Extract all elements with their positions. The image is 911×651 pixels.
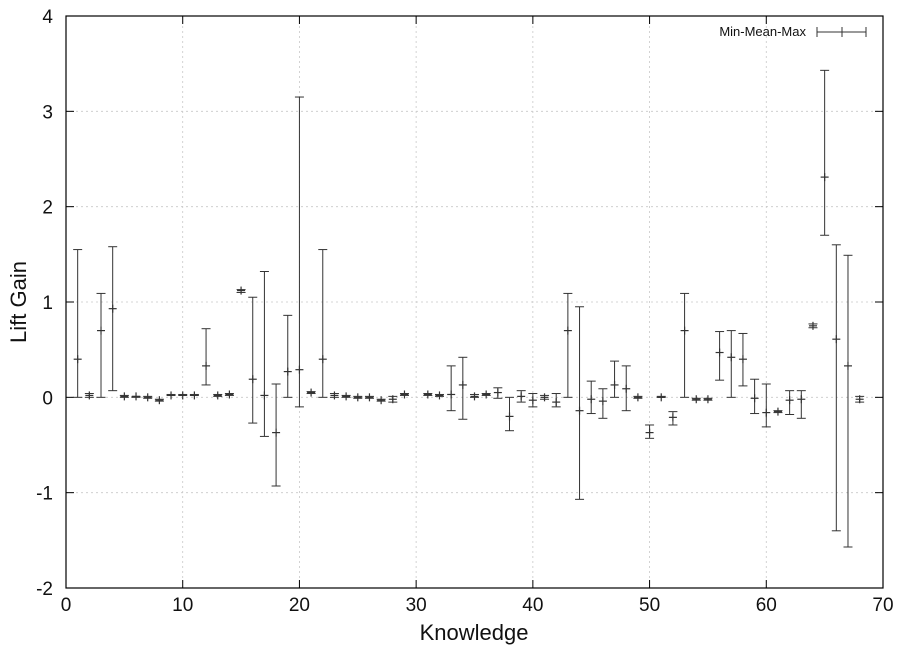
errorbar-point (166, 391, 176, 400)
errorbar-point (738, 332, 748, 387)
errorbar-point (201, 328, 211, 386)
errorbar-point (715, 331, 725, 381)
errorbar-point (610, 360, 620, 398)
errorbar-point (318, 249, 328, 398)
x-tick-label: 30 (406, 595, 427, 616)
grid-lines (66, 16, 883, 588)
errorbar-point (540, 393, 550, 402)
data-marks (73, 69, 865, 548)
errorbar-point (271, 383, 281, 487)
errorbar-point (563, 292, 573, 398)
x-tick-label: 70 (872, 595, 893, 616)
errorbar-point (283, 314, 293, 398)
errorbar-point (668, 411, 678, 426)
errorbar-point (108, 246, 118, 392)
y-tick-label: 0 (42, 388, 53, 409)
x-tick-label: 0 (61, 595, 72, 616)
errorbar-point (329, 391, 339, 400)
errorbar-point (73, 249, 83, 398)
errorbar-point (458, 356, 468, 420)
errorbar-point (376, 396, 386, 405)
errorbar-point (481, 390, 491, 399)
y-tick-label: 2 (42, 198, 53, 219)
errorbar-point (598, 388, 608, 419)
errorbar-point (143, 393, 153, 402)
legend-errorbar-sample (816, 27, 867, 37)
y-tick-label: -1 (36, 484, 53, 505)
errorbar-point (236, 286, 246, 295)
errorbar-point (388, 395, 398, 404)
axis-ticks: 0 10 20 30 40 50 60 70 -2 -1 0 1 2 3 4 (36, 7, 893, 616)
errorbar-point (843, 254, 853, 548)
errorbar-point (586, 380, 596, 415)
errorbar-point (575, 306, 585, 500)
x-tick-label: 40 (522, 595, 543, 616)
errorbar-point (703, 395, 713, 404)
legend: Min-Mean-Max (719, 24, 867, 39)
errorbar-point (645, 424, 655, 439)
errorbar-point (621, 365, 631, 412)
y-tick-label: 1 (42, 293, 53, 314)
errorbar-point (131, 392, 141, 401)
errorbar-point (726, 330, 736, 398)
errorbar-point (528, 393, 538, 408)
errorbar-point (364, 393, 374, 402)
errorbar-point (189, 391, 199, 400)
x-tick-label: 10 (172, 595, 193, 616)
errorbar-point (831, 244, 841, 532)
errorbar-point (399, 390, 409, 399)
errorbar-point (470, 392, 479, 401)
errorbar-point (154, 396, 164, 405)
errorbar-point (680, 292, 690, 398)
errorbar-point (178, 391, 188, 400)
errorbar-point (691, 395, 701, 404)
errorbar-point (796, 390, 806, 419)
errorbar-point (224, 390, 234, 399)
errorbar-point (551, 393, 561, 408)
x-tick-label: 20 (289, 595, 310, 616)
errorbar-point (446, 365, 456, 412)
x-tick-label: 50 (639, 595, 660, 616)
errorbar-point (96, 292, 106, 398)
errorbar-point (248, 296, 258, 424)
errorbar-point (423, 390, 433, 399)
errorbar-point (493, 387, 503, 399)
errorbar-point (341, 392, 351, 401)
errorbar-point (294, 96, 304, 408)
errorbar-point (306, 388, 316, 397)
errorbar-point (820, 69, 830, 236)
errorbar-point (516, 390, 526, 403)
errorbar-point (633, 393, 643, 402)
errorbar-point (656, 393, 666, 402)
errorbar-point (855, 395, 865, 404)
y-tick-label: 4 (42, 7, 53, 28)
y-axis-title: Lift Gain (6, 261, 31, 343)
errorbar-point (785, 390, 795, 415)
errorbar-point (259, 270, 269, 437)
errorbar-point (434, 391, 444, 400)
legend-label: Min-Mean-Max (719, 24, 806, 39)
plot-frame (65, 15, 884, 589)
x-axis-title: Knowledge (420, 620, 529, 645)
errorbar-point (84, 391, 94, 400)
y-tick-label: -2 (36, 579, 53, 600)
y-tick-label: 3 (42, 102, 53, 123)
errorbar-point (505, 396, 515, 432)
errorbar-point (119, 392, 129, 401)
errorbar-point (808, 321, 818, 330)
errorbar-point (213, 391, 223, 400)
errorbar-point (750, 378, 760, 415)
x-tick-label: 60 (756, 595, 777, 616)
errorbar-point (761, 383, 771, 428)
errorbar-point (353, 393, 363, 402)
errorbar-point (773, 407, 783, 416)
